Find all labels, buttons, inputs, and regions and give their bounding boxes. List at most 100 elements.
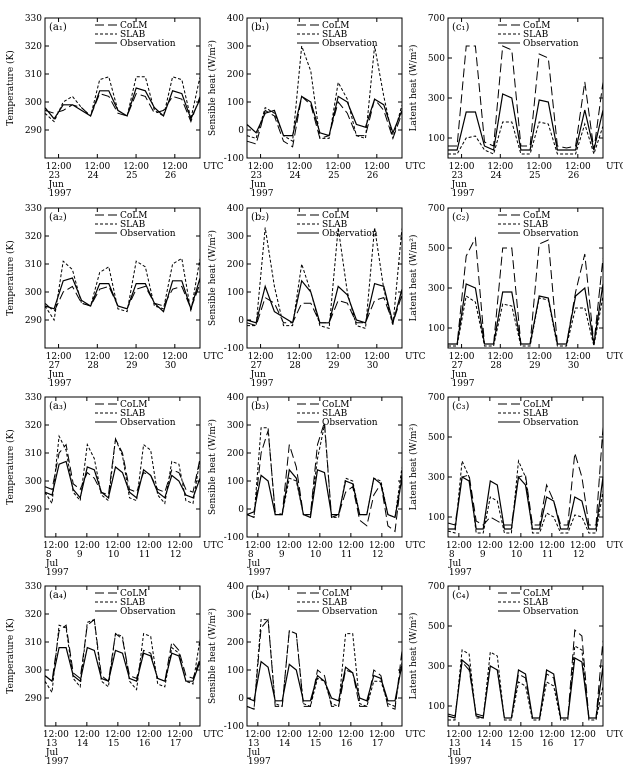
legend-label: CoLM xyxy=(523,21,551,31)
day-label: 29 xyxy=(126,361,138,371)
y-tick-label: 330 xyxy=(25,582,42,592)
plot-frame xyxy=(447,396,604,538)
y-tick-label: 100 xyxy=(428,324,445,334)
plot-frame xyxy=(44,17,201,159)
legend-label: CoLM xyxy=(322,400,350,410)
utc-label: UTC xyxy=(405,541,426,551)
y-tick-label: 290 xyxy=(25,316,42,326)
plot-frame xyxy=(44,585,201,727)
x-tick-label: 12:00 xyxy=(245,730,271,740)
y-tick-label: 200 xyxy=(227,638,244,648)
legend-label: Observation xyxy=(120,418,176,428)
day-label: 28 xyxy=(289,361,301,371)
series-line xyxy=(448,93,604,151)
x-tick-label: 12:00 xyxy=(74,541,100,551)
y-axis-label: Temperature (K) xyxy=(5,618,16,694)
y-axis-label: Latent heat (W/m²) xyxy=(408,235,419,322)
series-line xyxy=(44,257,201,322)
y-tick-label: -100 xyxy=(224,344,244,354)
x-tick-label: 12:00 xyxy=(487,162,513,172)
x-tick-label: 12:00 xyxy=(307,541,333,551)
panel-label: (c₄) xyxy=(452,590,470,601)
series-line xyxy=(246,424,403,519)
utc-label: UTC xyxy=(405,730,426,740)
x-tick-label: 12:00 xyxy=(136,730,162,740)
month-label: Jun xyxy=(250,370,266,380)
x-tick-label: 12:00 xyxy=(105,541,131,551)
y-tick-label: 500 xyxy=(428,622,445,632)
legend-label: CoLM xyxy=(322,589,350,599)
panel-b4: -100 0 100 200 300 400 Sensible heat (W/m²) (b₄… xyxy=(207,582,426,766)
x-tick-label: 12:00 xyxy=(369,730,395,740)
year-label: 1997 xyxy=(46,757,69,766)
month-label: Jun xyxy=(250,180,266,190)
legend-label: CoLM xyxy=(322,211,350,221)
x-tick-label: 12:00 xyxy=(477,730,503,740)
day-label: 15 xyxy=(108,739,120,749)
series-line xyxy=(44,87,201,121)
y-tick-label: -100 xyxy=(224,154,244,164)
plot-frame xyxy=(44,396,201,538)
x-tick-label: 12:00 xyxy=(526,162,552,172)
y-tick-label: 200 xyxy=(227,260,244,270)
x-tick-label: 12:00 xyxy=(565,352,591,362)
month-label: Jul xyxy=(448,748,461,758)
panel-label: (a₄) xyxy=(49,590,67,601)
y-tick-label: 0 xyxy=(238,126,244,136)
x-tick-label: 12:00 xyxy=(364,352,390,362)
legend-label: CoLM xyxy=(120,211,148,221)
panel-label: (b₄) xyxy=(251,590,269,601)
day-label: 17 xyxy=(573,739,585,749)
series-line xyxy=(448,475,604,530)
day-label: 16 xyxy=(542,739,554,749)
series-line xyxy=(246,619,403,710)
day-label: 28 xyxy=(490,361,502,371)
day-label: 13 xyxy=(248,739,260,749)
y-tick-label: 700 xyxy=(428,14,445,24)
y-tick-label: 320 xyxy=(25,421,42,431)
y-tick-label: 290 xyxy=(25,505,42,515)
x-tick-label: 12:00 xyxy=(136,541,162,551)
utc-label: UTC xyxy=(606,730,623,740)
month-label: Jul xyxy=(448,559,461,569)
legend-label: SLAB xyxy=(523,409,549,419)
day-label: 10 xyxy=(108,550,120,560)
day-label: 16 xyxy=(341,739,353,749)
x-tick-label: 12:00 xyxy=(276,730,302,740)
day-label: 10 xyxy=(310,550,322,560)
series-line xyxy=(246,618,403,710)
day-label: 26 xyxy=(367,171,379,181)
legend-label: Observation xyxy=(523,229,579,239)
y-tick-label: 310 xyxy=(25,638,42,648)
month-label: Jun xyxy=(48,180,64,190)
series-line xyxy=(247,227,403,330)
series-line xyxy=(44,646,201,683)
series-line xyxy=(246,45,403,143)
series-line xyxy=(448,283,604,345)
y-tick-label: 310 xyxy=(25,260,42,270)
series-line xyxy=(44,277,201,313)
panel-label: (a₂) xyxy=(49,212,67,223)
legend-label: Observation xyxy=(322,39,378,49)
series-line xyxy=(447,426,604,526)
month-label: Jul xyxy=(45,748,58,758)
day-label: 13 xyxy=(449,739,461,749)
day-label: 29 xyxy=(328,361,340,371)
day-label: 8 xyxy=(46,550,52,560)
y-tick-label: 200 xyxy=(227,449,244,459)
year-label: 1997 xyxy=(49,379,72,389)
plot-frame xyxy=(447,207,604,349)
day-label: 10 xyxy=(511,550,523,560)
day-label: 17 xyxy=(170,739,182,749)
year-label: 1997 xyxy=(46,568,69,578)
y-axis-label: Sensible heat (W/m²) xyxy=(207,40,218,136)
y-tick-label: 300 xyxy=(25,288,42,298)
year-label: 1997 xyxy=(248,757,271,766)
series-line xyxy=(44,76,201,123)
year-label: 1997 xyxy=(449,568,472,578)
panel-b1: -100 0 100 200 300 400 Sensible heat (W/m²) (b₁… xyxy=(207,14,426,199)
legend-label: SLAB xyxy=(120,409,146,419)
y-tick-label: 300 xyxy=(227,232,244,242)
series-line xyxy=(44,618,201,694)
day-label: 24 xyxy=(289,171,301,181)
